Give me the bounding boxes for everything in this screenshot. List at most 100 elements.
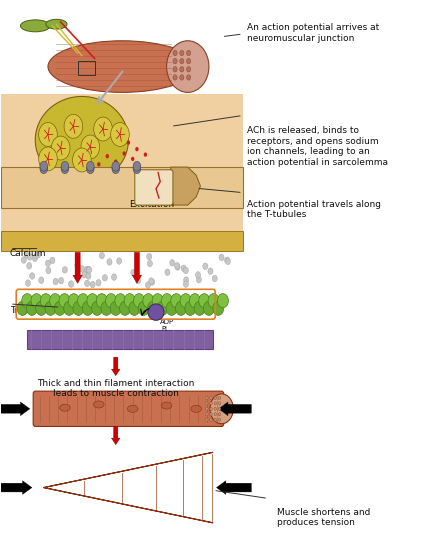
Circle shape	[64, 301, 74, 316]
FancyBboxPatch shape	[1, 230, 243, 251]
Circle shape	[85, 280, 89, 287]
Circle shape	[180, 294, 191, 308]
Circle shape	[82, 271, 87, 278]
Circle shape	[94, 117, 113, 141]
Circle shape	[187, 58, 191, 64]
Circle shape	[40, 164, 48, 174]
Circle shape	[40, 162, 48, 171]
Circle shape	[115, 294, 126, 308]
Circle shape	[187, 50, 191, 56]
Text: ADP: ADP	[160, 319, 174, 325]
Circle shape	[180, 50, 184, 56]
Circle shape	[173, 50, 177, 56]
Circle shape	[24, 252, 30, 258]
Circle shape	[86, 164, 94, 174]
Circle shape	[161, 294, 172, 308]
Circle shape	[111, 122, 129, 146]
Circle shape	[147, 260, 152, 267]
Circle shape	[68, 294, 79, 308]
Circle shape	[180, 67, 184, 72]
Circle shape	[136, 277, 141, 284]
Text: Pi: Pi	[161, 326, 167, 331]
FancyArrow shape	[0, 402, 30, 416]
Circle shape	[210, 396, 212, 400]
Ellipse shape	[161, 402, 172, 409]
Circle shape	[80, 266, 85, 272]
Circle shape	[77, 294, 89, 308]
Circle shape	[106, 294, 116, 308]
Circle shape	[135, 147, 139, 151]
Circle shape	[36, 301, 47, 316]
Circle shape	[31, 294, 42, 308]
Ellipse shape	[21, 20, 50, 32]
Circle shape	[183, 267, 188, 274]
Circle shape	[96, 280, 101, 286]
Circle shape	[131, 157, 134, 161]
Circle shape	[180, 58, 184, 64]
Circle shape	[218, 402, 221, 405]
Circle shape	[96, 294, 107, 308]
Ellipse shape	[46, 19, 67, 29]
FancyArrow shape	[219, 402, 251, 416]
Text: ACh is released, binds to
receptors, and opens sodium
ion channels, leading to a: ACh is released, binds to receptors, and…	[247, 126, 388, 167]
Circle shape	[27, 263, 32, 269]
Polygon shape	[44, 452, 213, 523]
Circle shape	[27, 301, 37, 316]
Circle shape	[214, 407, 217, 411]
FancyArrow shape	[0, 481, 32, 494]
Circle shape	[112, 274, 116, 280]
Circle shape	[68, 281, 74, 287]
Circle shape	[208, 268, 213, 275]
FancyArrow shape	[73, 252, 82, 283]
Circle shape	[45, 301, 56, 316]
Circle shape	[210, 407, 212, 411]
Circle shape	[170, 259, 175, 266]
Circle shape	[21, 257, 26, 263]
Circle shape	[225, 257, 229, 264]
Circle shape	[46, 267, 51, 274]
Circle shape	[143, 294, 154, 308]
Ellipse shape	[48, 41, 196, 92]
Circle shape	[203, 263, 208, 270]
Circle shape	[187, 75, 191, 80]
Circle shape	[218, 413, 221, 416]
Circle shape	[134, 294, 145, 308]
Circle shape	[190, 294, 200, 308]
Circle shape	[39, 277, 44, 283]
Circle shape	[133, 162, 141, 171]
Circle shape	[210, 418, 212, 422]
Circle shape	[146, 282, 151, 288]
Circle shape	[72, 148, 91, 172]
Circle shape	[173, 67, 177, 72]
Circle shape	[226, 258, 230, 265]
Circle shape	[101, 301, 112, 316]
Circle shape	[112, 162, 119, 171]
Ellipse shape	[191, 405, 202, 412]
Circle shape	[205, 396, 208, 400]
Circle shape	[131, 269, 136, 276]
Ellipse shape	[35, 97, 128, 183]
Circle shape	[50, 257, 55, 264]
Circle shape	[129, 301, 140, 316]
Text: Muscle shortens and
produces tension: Muscle shortens and produces tension	[276, 508, 370, 527]
Ellipse shape	[59, 404, 70, 411]
Circle shape	[213, 301, 224, 316]
FancyBboxPatch shape	[1, 94, 243, 238]
Circle shape	[33, 255, 37, 262]
FancyBboxPatch shape	[135, 170, 173, 205]
Ellipse shape	[210, 394, 233, 424]
Circle shape	[86, 272, 91, 279]
Circle shape	[112, 164, 119, 174]
FancyArrow shape	[112, 357, 120, 376]
Bar	[77, 61, 95, 75]
Text: Calcium: Calcium	[10, 248, 46, 258]
Circle shape	[218, 396, 221, 400]
Circle shape	[51, 136, 70, 160]
FancyBboxPatch shape	[1, 167, 243, 208]
Circle shape	[75, 262, 80, 268]
Circle shape	[86, 162, 94, 171]
Circle shape	[30, 272, 35, 279]
Circle shape	[205, 413, 208, 416]
Circle shape	[82, 301, 93, 316]
Circle shape	[219, 254, 224, 260]
